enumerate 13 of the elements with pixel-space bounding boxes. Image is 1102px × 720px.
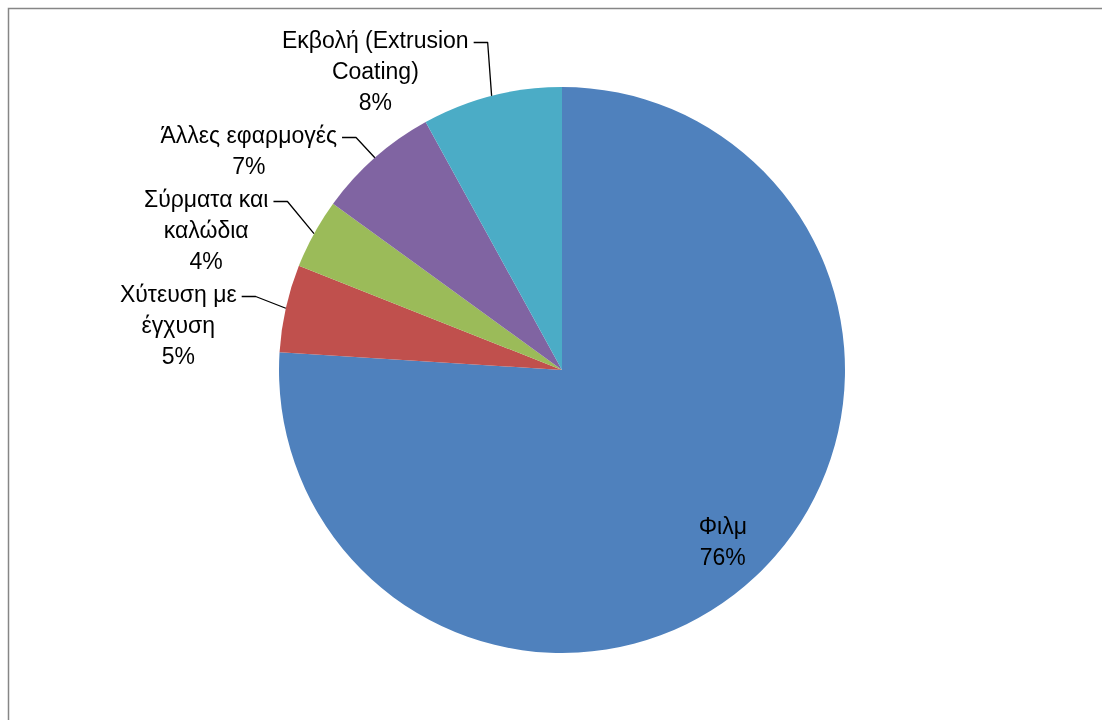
data-label: 5%	[161, 342, 195, 369]
pie-slice	[298, 203, 562, 370]
data-label: 7%	[232, 152, 266, 179]
pie-slice	[279, 265, 562, 370]
data-label: 76%	[699, 543, 746, 570]
slice-label: Φιλμ	[698, 512, 747, 539]
pie-slice	[425, 87, 562, 370]
slice-label: Εκβολή (Extrusion Coating)	[282, 26, 469, 84]
data-label: 4%	[189, 247, 223, 274]
data-label: 8%	[358, 88, 392, 115]
slice-label: Σύρματα και καλώδια	[143, 185, 269, 243]
slice-label: Χύτευση με έγχυση	[119, 280, 237, 338]
slice-label: Άλλες εφαρμογές	[160, 121, 338, 148]
